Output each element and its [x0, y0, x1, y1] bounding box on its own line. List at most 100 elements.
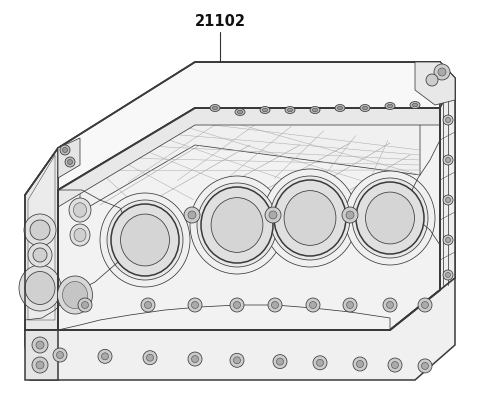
Ellipse shape	[285, 107, 295, 114]
Circle shape	[268, 298, 282, 312]
Ellipse shape	[211, 198, 263, 252]
Circle shape	[269, 211, 277, 219]
Circle shape	[78, 298, 92, 312]
Circle shape	[443, 270, 453, 280]
Circle shape	[438, 68, 446, 76]
Ellipse shape	[360, 105, 370, 112]
Ellipse shape	[263, 108, 267, 112]
Circle shape	[28, 243, 52, 267]
Text: 21102: 21102	[194, 15, 245, 29]
Circle shape	[36, 341, 44, 349]
Circle shape	[98, 349, 112, 363]
Circle shape	[443, 195, 453, 205]
Ellipse shape	[337, 106, 343, 110]
Circle shape	[65, 157, 75, 167]
Circle shape	[443, 155, 453, 165]
Ellipse shape	[235, 109, 245, 116]
Polygon shape	[25, 330, 58, 380]
Ellipse shape	[387, 104, 393, 108]
Circle shape	[313, 356, 327, 370]
Circle shape	[418, 298, 432, 312]
Circle shape	[346, 211, 354, 219]
Circle shape	[32, 357, 48, 373]
Circle shape	[445, 198, 451, 202]
Circle shape	[342, 207, 358, 223]
Ellipse shape	[362, 106, 368, 110]
Ellipse shape	[107, 200, 183, 280]
Ellipse shape	[120, 214, 169, 266]
Ellipse shape	[111, 204, 179, 276]
Ellipse shape	[74, 228, 86, 242]
Ellipse shape	[263, 169, 357, 267]
Circle shape	[276, 358, 284, 365]
Circle shape	[62, 147, 68, 152]
Circle shape	[33, 248, 47, 262]
Ellipse shape	[197, 183, 277, 267]
Circle shape	[310, 301, 316, 309]
Circle shape	[388, 358, 402, 372]
Circle shape	[230, 354, 244, 367]
Circle shape	[386, 301, 394, 309]
Polygon shape	[28, 155, 55, 320]
Circle shape	[233, 357, 240, 364]
Circle shape	[233, 301, 240, 309]
Circle shape	[188, 352, 202, 366]
Circle shape	[343, 298, 357, 312]
Polygon shape	[440, 62, 455, 290]
Circle shape	[421, 362, 429, 369]
Circle shape	[36, 361, 44, 369]
Circle shape	[421, 301, 429, 309]
Ellipse shape	[288, 108, 292, 112]
Polygon shape	[58, 62, 440, 190]
Circle shape	[146, 354, 154, 361]
Ellipse shape	[58, 276, 93, 314]
Circle shape	[434, 64, 450, 80]
Circle shape	[316, 359, 324, 366]
Circle shape	[68, 160, 72, 164]
Circle shape	[443, 235, 453, 245]
Circle shape	[143, 351, 157, 365]
Ellipse shape	[410, 101, 420, 109]
Circle shape	[445, 238, 451, 242]
Circle shape	[426, 74, 438, 86]
Circle shape	[192, 301, 199, 309]
Ellipse shape	[352, 178, 428, 258]
Ellipse shape	[284, 191, 336, 245]
Ellipse shape	[190, 176, 284, 274]
Circle shape	[273, 355, 287, 368]
Circle shape	[347, 301, 353, 309]
Ellipse shape	[312, 108, 317, 112]
Circle shape	[144, 301, 152, 309]
Ellipse shape	[210, 105, 220, 112]
Circle shape	[445, 118, 451, 122]
Polygon shape	[440, 78, 455, 290]
Circle shape	[60, 145, 70, 155]
Circle shape	[82, 301, 88, 309]
Polygon shape	[58, 108, 440, 207]
Ellipse shape	[25, 271, 55, 305]
Circle shape	[192, 356, 199, 362]
Polygon shape	[58, 138, 80, 178]
Circle shape	[188, 211, 196, 219]
Circle shape	[265, 207, 281, 223]
Ellipse shape	[62, 282, 87, 309]
Circle shape	[24, 214, 56, 246]
Circle shape	[188, 298, 202, 312]
Circle shape	[392, 362, 398, 368]
Ellipse shape	[201, 187, 273, 263]
Ellipse shape	[385, 103, 395, 109]
Circle shape	[30, 220, 50, 240]
Ellipse shape	[310, 107, 320, 114]
Ellipse shape	[260, 107, 270, 114]
Polygon shape	[25, 148, 58, 330]
Circle shape	[353, 357, 367, 371]
Ellipse shape	[238, 110, 242, 114]
Circle shape	[272, 301, 278, 309]
Circle shape	[57, 351, 63, 358]
Polygon shape	[415, 62, 455, 105]
Circle shape	[101, 353, 108, 360]
Circle shape	[383, 298, 397, 312]
Ellipse shape	[69, 198, 91, 222]
Circle shape	[445, 273, 451, 278]
Polygon shape	[25, 108, 440, 330]
